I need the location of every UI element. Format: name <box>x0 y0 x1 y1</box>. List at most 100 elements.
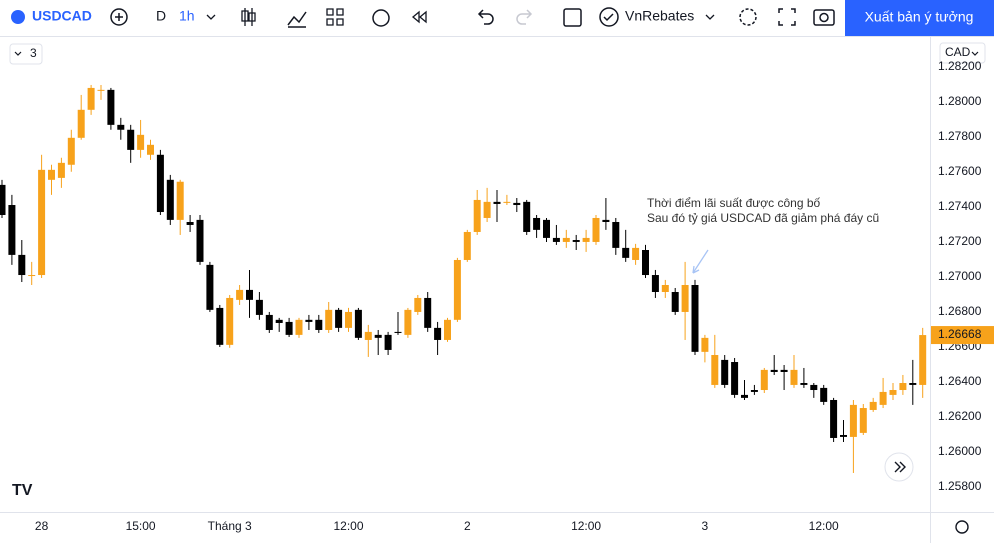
y-tick-label: 1.28200 <box>938 59 982 73</box>
undo-button[interactable] <box>477 9 494 25</box>
candle-body <box>38 169 46 276</box>
select-button[interactable] <box>563 8 582 27</box>
candle-body <box>731 362 739 395</box>
interval[interactable]: 1h <box>179 8 195 24</box>
template-dropdown[interactable] <box>705 14 715 20</box>
x-tick-label: Tháng 3 <box>208 519 252 533</box>
axis-settings[interactable] <box>955 520 969 534</box>
chart-type-button[interactable] <box>241 8 256 26</box>
candle-body <box>354 309 362 338</box>
candle-body <box>127 129 135 150</box>
fullscreen-button[interactable] <box>778 8 796 26</box>
candle-body <box>711 355 719 385</box>
x-tick-label: 12:00 <box>571 519 601 533</box>
y-tick-label: 1.27800 <box>938 129 982 143</box>
snapshot-lens <box>819 12 829 23</box>
candle-body <box>345 311 352 328</box>
x-tick-label: 15:00 <box>126 519 156 533</box>
candle-body <box>810 384 818 391</box>
candle-body <box>444 319 451 340</box>
x-tick-label: 28 <box>35 519 49 533</box>
compare-button[interactable] <box>110 8 128 26</box>
candle-body <box>77 109 85 138</box>
indicator-toggle[interactable] <box>9 43 43 65</box>
candle-body <box>859 408 867 433</box>
candle-body <box>206 264 214 310</box>
publish-button[interactable] <box>845 0 994 36</box>
candle-body <box>463 231 471 260</box>
y-tick-label: 1.26200 <box>938 409 982 423</box>
candle-body <box>780 369 788 372</box>
candle-body <box>275 319 283 323</box>
candle-body <box>295 319 303 335</box>
last-price-box <box>931 326 994 345</box>
candle-body <box>562 237 570 242</box>
candle-body <box>691 285 699 352</box>
candle-body <box>721 359 729 385</box>
candle-body <box>790 369 798 385</box>
settings-button[interactable] <box>739 8 757 26</box>
candle-body <box>226 297 234 345</box>
currency-dropdown <box>971 51 979 56</box>
scroll-icon <box>894 461 906 473</box>
candle-body <box>473 199 481 232</box>
y-tick-label: 1.25800 <box>938 479 982 493</box>
candle-body <box>196 219 204 262</box>
candle-body <box>414 297 422 312</box>
y-tick-label: 1.27200 <box>938 234 982 248</box>
candle-body <box>830 399 838 438</box>
candle-body <box>364 331 372 340</box>
candle-body <box>592 217 600 242</box>
candle-body <box>285 321 293 335</box>
tv-logo: TV <box>12 482 33 499</box>
candle-body <box>523 201 531 232</box>
x-tick-label: 2 <box>464 519 471 533</box>
candle-body <box>325 309 333 330</box>
snapshot-button[interactable] <box>813 9 835 26</box>
template-icon <box>599 7 619 27</box>
candle-body <box>612 221 620 248</box>
annotation-line: Sau đó tỷ giá USDCAD đã giảm phá đáy cũ <box>647 211 879 225</box>
candle-body <box>246 289 253 300</box>
candle-body <box>265 314 273 330</box>
x-tick-label: 12:00 <box>809 519 839 533</box>
candle-body <box>552 237 560 242</box>
candle-body <box>216 307 224 345</box>
candle-body <box>770 369 778 372</box>
candle-body <box>840 434 847 437</box>
candle-body <box>879 391 887 405</box>
candle-body <box>899 383 907 391</box>
layouts-button[interactable] <box>326 8 344 26</box>
candle-body <box>849 404 857 437</box>
currency-button[interactable] <box>939 42 986 64</box>
candle-body <box>453 259 461 320</box>
candle-body <box>28 275 36 277</box>
template[interactable]: VnRebates <box>625 8 694 24</box>
replay-button[interactable] <box>411 10 427 24</box>
candle-body <box>394 331 402 333</box>
candle-body <box>760 369 768 391</box>
template-check <box>603 13 614 22</box>
candle-body <box>87 87 95 110</box>
candle-body <box>18 254 26 276</box>
annotation-line: Thời điểm lãi suất được công bố <box>647 196 821 210</box>
y-tick-label: 1.26000 <box>938 444 982 458</box>
candle-body <box>622 247 630 258</box>
y-tick-label: 1.27000 <box>938 269 982 283</box>
candle-body <box>513 202 521 206</box>
alert-button[interactable] <box>372 9 390 27</box>
candle-body <box>800 383 808 385</box>
symbol[interactable]: USDCAD <box>32 8 92 24</box>
indicators-button[interactable] <box>287 11 307 28</box>
candle-body <box>384 334 392 350</box>
candle-body <box>335 309 343 328</box>
interval-mode[interactable]: D <box>156 8 166 24</box>
candle-body <box>176 181 184 220</box>
redo-button[interactable] <box>516 9 533 25</box>
y-tick-label: 1.28000 <box>938 94 982 108</box>
scroll-button[interactable] <box>884 452 914 482</box>
interval-dropdown[interactable] <box>206 14 216 20</box>
candle-body <box>137 134 145 150</box>
candle-body <box>889 390 897 395</box>
